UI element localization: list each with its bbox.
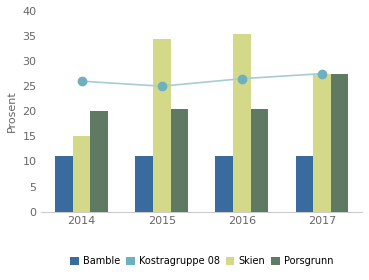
Bar — [73, 136, 90, 212]
Bar — [233, 34, 251, 212]
Bar — [170, 109, 188, 212]
Bar — [135, 157, 153, 212]
Y-axis label: Prosent: Prosent — [7, 90, 17, 132]
Legend: Bamble, Kostragruppe 08, Skien, Porsgrunn: Bamble, Kostragruppe 08, Skien, Porsgrun… — [66, 253, 337, 270]
Bar — [90, 111, 108, 212]
Bar — [251, 109, 268, 212]
Bar — [55, 157, 73, 212]
Bar — [296, 157, 313, 212]
Bar — [313, 74, 331, 212]
Bar — [153, 39, 170, 212]
Bar — [331, 74, 348, 212]
Bar — [215, 157, 233, 212]
